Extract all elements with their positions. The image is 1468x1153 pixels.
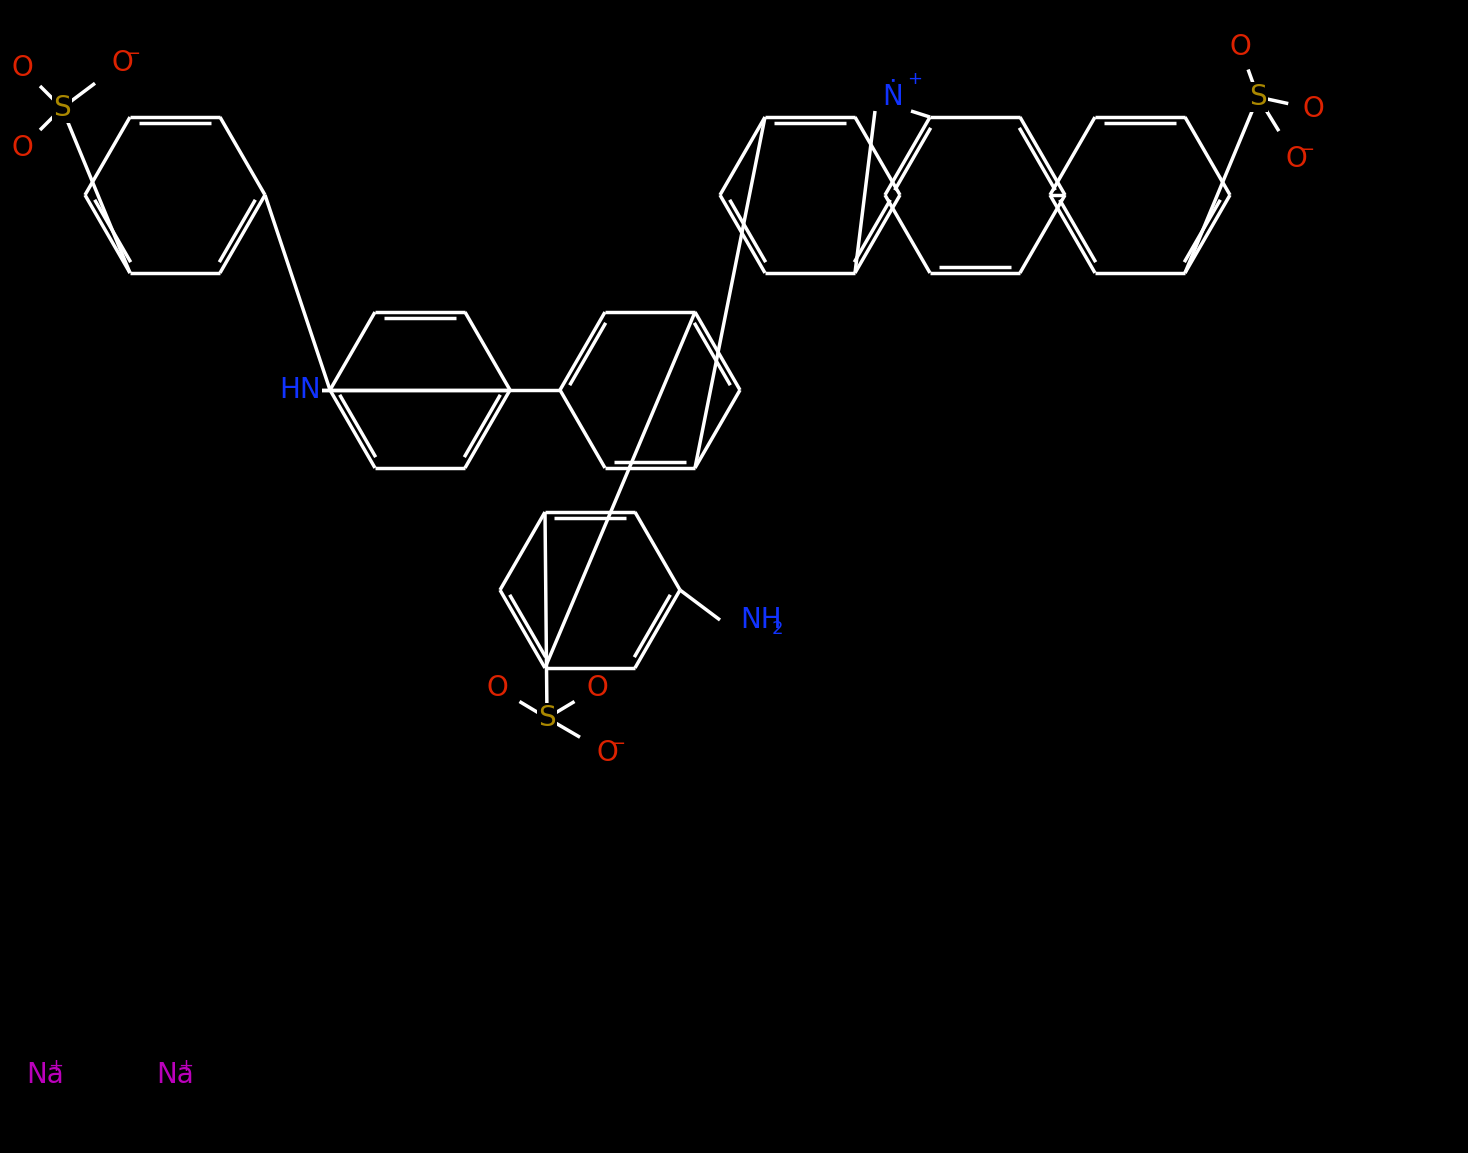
Text: S: S bbox=[1249, 83, 1267, 111]
Text: −: − bbox=[611, 734, 625, 753]
Text: Na: Na bbox=[156, 1061, 194, 1088]
Text: +: + bbox=[179, 1057, 194, 1075]
Text: +: + bbox=[48, 1057, 63, 1075]
Text: −: − bbox=[125, 45, 141, 63]
Text: O: O bbox=[1284, 145, 1307, 173]
Text: O: O bbox=[12, 54, 32, 82]
Text: O: O bbox=[112, 48, 134, 77]
Text: O: O bbox=[1302, 95, 1324, 123]
Text: NH: NH bbox=[740, 606, 781, 634]
Text: O: O bbox=[596, 739, 618, 767]
Text: S: S bbox=[539, 704, 556, 732]
Text: 2: 2 bbox=[771, 620, 782, 638]
Text: O: O bbox=[1229, 33, 1251, 61]
Text: Ṅ: Ṅ bbox=[882, 83, 903, 111]
Text: O: O bbox=[486, 675, 508, 702]
Text: −: − bbox=[1299, 141, 1314, 159]
Text: +: + bbox=[907, 70, 922, 88]
Text: Na: Na bbox=[26, 1061, 65, 1088]
Text: O: O bbox=[586, 675, 608, 702]
Text: HN: HN bbox=[279, 376, 321, 404]
Text: S: S bbox=[53, 95, 70, 122]
Text: O: O bbox=[12, 134, 32, 163]
